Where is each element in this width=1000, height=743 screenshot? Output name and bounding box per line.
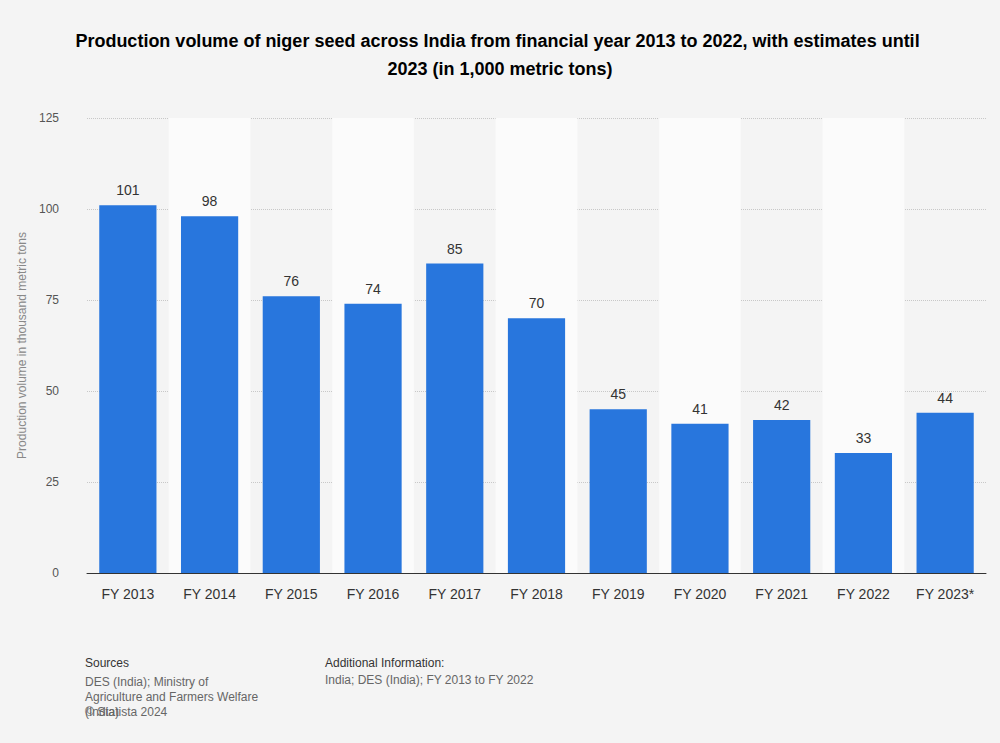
svg-text:2023 (in 1,000 metric tons): 2023 (in 1,000 metric tons) [387,59,612,79]
svg-text:44: 44 [937,390,953,406]
svg-text:FY 2016: FY 2016 [347,586,400,602]
svg-text:Sources: Sources [85,656,129,670]
svg-text:0: 0 [52,566,59,580]
svg-text:Production volume in thousand: Production volume in thousand metric ton… [15,232,29,459]
svg-text:Additional Information:: Additional Information: [325,656,444,670]
svg-text:41: 41 [692,401,708,417]
svg-text:76: 76 [284,273,300,289]
svg-text:98: 98 [202,193,218,209]
svg-text:DES (India); Ministry of: DES (India); Ministry of [85,675,212,689]
svg-text:74: 74 [365,281,381,297]
svg-text:101: 101 [116,182,140,198]
svg-text:100: 100 [39,202,59,216]
svg-text:50: 50 [46,384,60,398]
svg-text:© Statista 2024: © Statista 2024 [85,705,168,719]
svg-text:FY 2013: FY 2013 [102,586,155,602]
svg-text:125: 125 [39,111,59,125]
svg-text:FY 2014: FY 2014 [183,586,236,602]
svg-text:Agriculture and Farmers Welfar: Agriculture and Farmers Welfare [85,690,262,704]
svg-text:42: 42 [774,397,790,413]
svg-text:45: 45 [610,386,626,402]
svg-text:India; DES (India); FY 2013 to: India; DES (India); FY 2013 to FY 2022 [325,673,534,687]
svg-text:FY 2020: FY 2020 [674,586,727,602]
svg-text:75: 75 [46,293,60,307]
svg-text:70: 70 [529,295,545,311]
svg-text:FY 2022: FY 2022 [837,586,890,602]
svg-text:FY 2023*: FY 2023* [916,586,975,602]
svg-text:FY 2015: FY 2015 [265,586,318,602]
svg-text:25: 25 [46,475,60,489]
svg-text:Production volume of niger see: Production volume of niger seed across I… [75,31,924,51]
svg-text:FY 2018: FY 2018 [510,586,563,602]
svg-text:FY 2019: FY 2019 [592,586,645,602]
svg-text:33: 33 [856,430,872,446]
svg-text:FY 2017: FY 2017 [428,586,481,602]
svg-text:FY 2021: FY 2021 [755,586,808,602]
svg-text:85: 85 [447,241,463,257]
